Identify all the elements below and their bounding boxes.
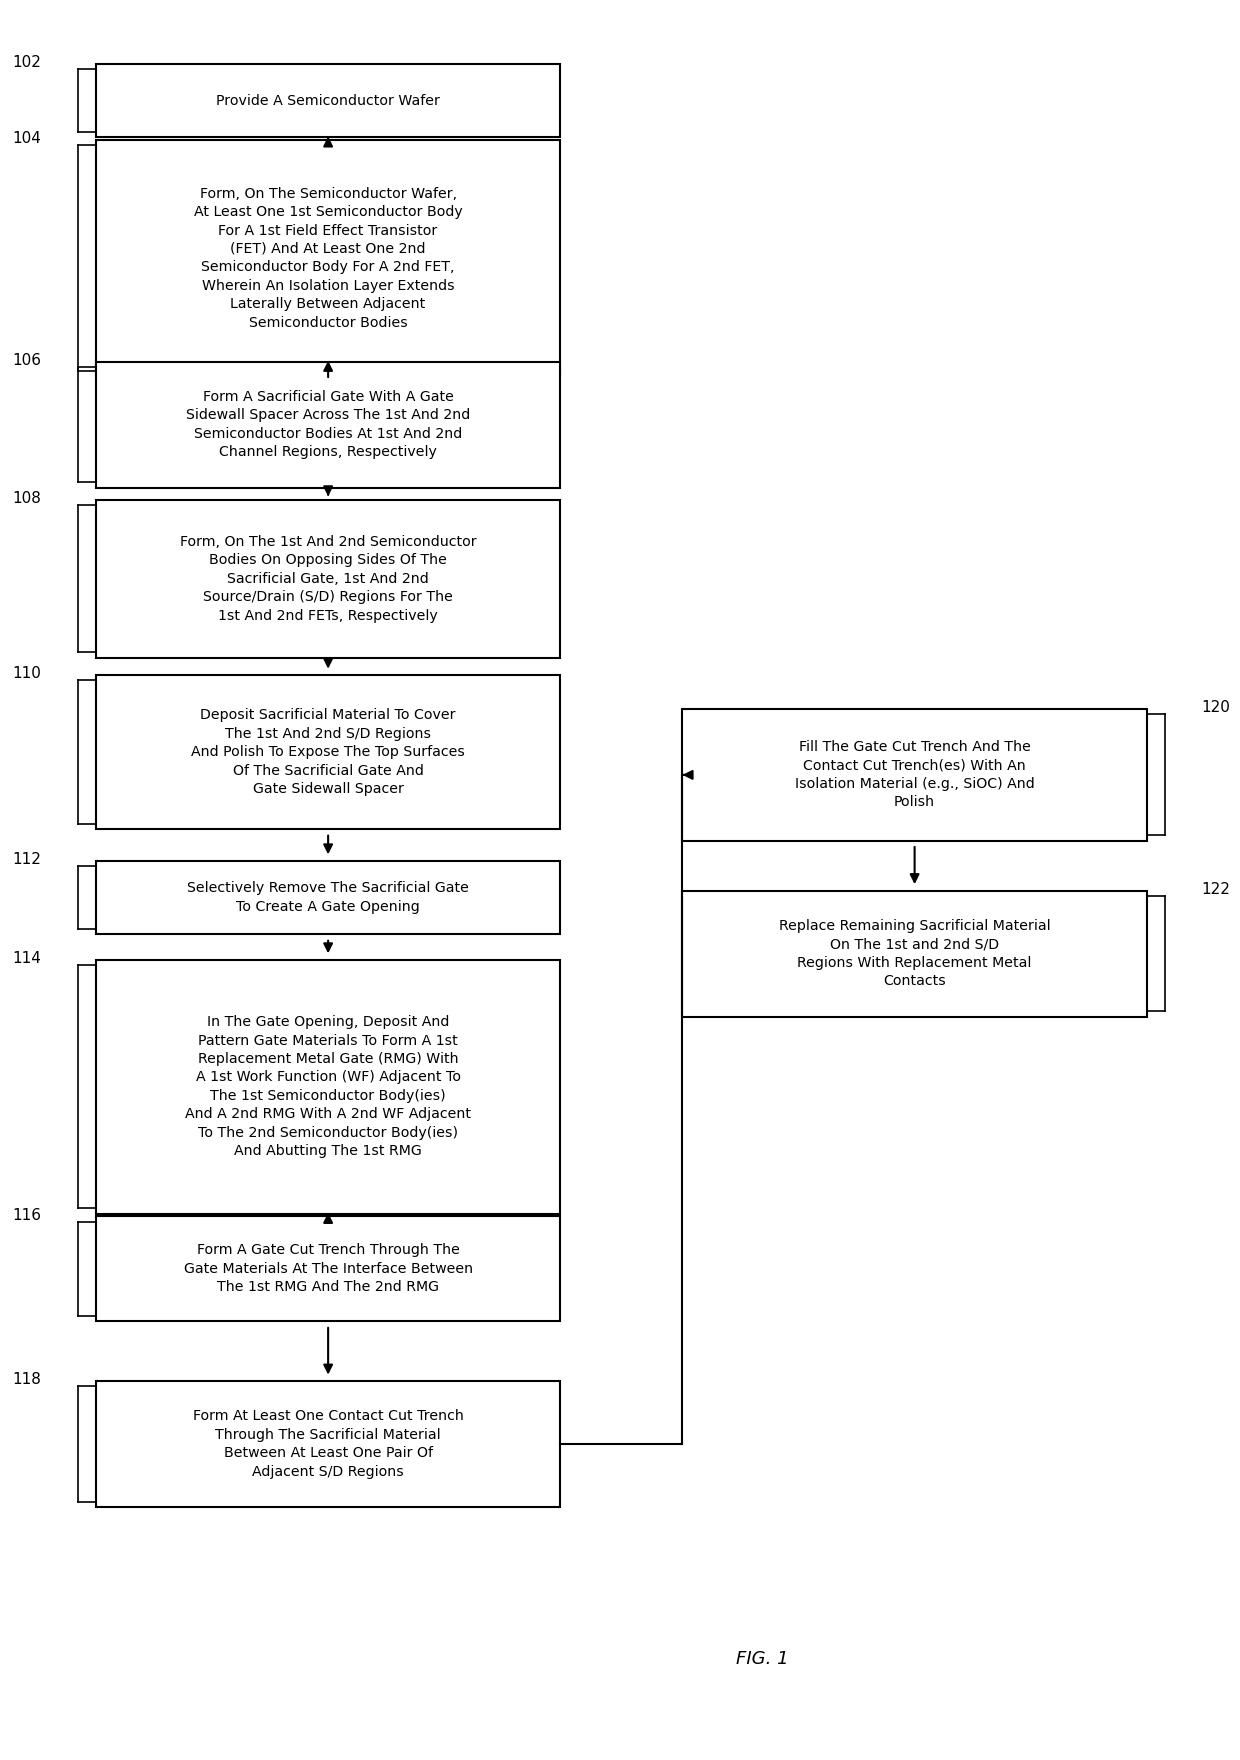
Text: 120: 120	[1202, 700, 1230, 716]
FancyBboxPatch shape	[95, 141, 560, 377]
Text: Form At Least One Contact Cut Trench
Through The Sacrificial Material
Between At: Form At Least One Contact Cut Trench Thr…	[192, 1410, 464, 1478]
FancyBboxPatch shape	[95, 1216, 560, 1322]
Text: In The Gate Opening, Deposit And
Pattern Gate Materials To Form A 1st
Replacemen: In The Gate Opening, Deposit And Pattern…	[185, 1016, 471, 1158]
Text: 106: 106	[12, 352, 41, 368]
FancyBboxPatch shape	[95, 500, 560, 658]
FancyBboxPatch shape	[95, 63, 560, 137]
Text: Form, On The Semiconductor Wafer,
At Least One 1st Semiconductor Body
For A 1st : Form, On The Semiconductor Wafer, At Lea…	[193, 187, 463, 329]
FancyBboxPatch shape	[682, 709, 1147, 841]
Text: Form A Sacrificial Gate With A Gate
Sidewall Spacer Across The 1st And 2nd
Semic: Form A Sacrificial Gate With A Gate Side…	[186, 391, 470, 459]
FancyBboxPatch shape	[95, 1382, 560, 1507]
Text: Deposit Sacrificial Material To Cover
The 1st And 2nd S/D Regions
And Polish To : Deposit Sacrificial Material To Cover Th…	[191, 708, 465, 796]
Text: Provide A Semiconductor Wafer: Provide A Semiconductor Wafer	[216, 93, 440, 107]
Text: 108: 108	[12, 491, 41, 507]
Text: 118: 118	[12, 1373, 41, 1387]
FancyBboxPatch shape	[95, 361, 560, 488]
FancyBboxPatch shape	[95, 676, 560, 829]
Text: 116: 116	[12, 1207, 41, 1223]
Text: 104: 104	[12, 132, 41, 146]
Text: Replace Remaining Sacrificial Material
On The 1st and 2nd S/D
Regions With Repla: Replace Remaining Sacrificial Material O…	[779, 919, 1050, 987]
Text: 122: 122	[1202, 882, 1230, 898]
Text: 110: 110	[12, 667, 41, 681]
Text: Form A Gate Cut Trench Through The
Gate Materials At The Interface Between
The 1: Form A Gate Cut Trench Through The Gate …	[184, 1244, 472, 1294]
Text: Form, On The 1st And 2nd Semiconductor
Bodies On Opposing Sides Of The
Sacrifici: Form, On The 1st And 2nd Semiconductor B…	[180, 535, 476, 623]
FancyBboxPatch shape	[95, 959, 560, 1214]
Text: 102: 102	[12, 55, 41, 70]
Text: FIG. 1: FIG. 1	[735, 1651, 789, 1668]
FancyBboxPatch shape	[682, 891, 1147, 1017]
Text: Fill The Gate Cut Trench And The
Contact Cut Trench(es) With An
Isolation Materi: Fill The Gate Cut Trench And The Contact…	[795, 741, 1034, 810]
Text: Selectively Remove The Sacrificial Gate
To Create A Gate Opening: Selectively Remove The Sacrificial Gate …	[187, 882, 469, 913]
Text: 114: 114	[12, 950, 41, 966]
Text: 112: 112	[12, 852, 41, 868]
FancyBboxPatch shape	[95, 861, 560, 935]
